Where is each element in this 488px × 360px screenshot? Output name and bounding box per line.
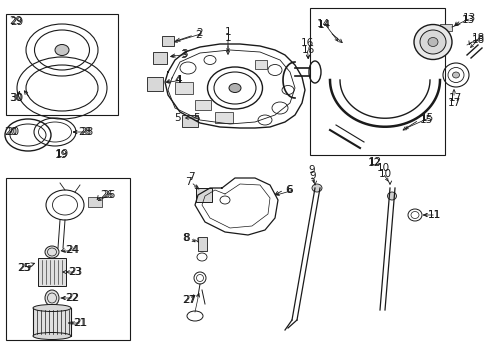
Bar	[6, 14, 118, 115]
Text: 3: 3	[180, 50, 186, 60]
Text: 8: 8	[182, 233, 188, 243]
Text: 14: 14	[316, 19, 329, 29]
Bar	[309, 8, 444, 155]
Text: 17: 17	[447, 93, 461, 103]
Ellipse shape	[419, 30, 445, 54]
Bar	[182, 115, 198, 127]
Text: 6: 6	[285, 185, 291, 195]
Bar	[215, 112, 232, 123]
Text: 8: 8	[183, 233, 189, 243]
Text: 19: 19	[55, 150, 68, 160]
Bar	[6, 178, 130, 340]
Text: 9: 9	[308, 165, 315, 175]
Text: 14: 14	[317, 20, 330, 30]
Text: 24: 24	[66, 245, 79, 255]
Text: 27: 27	[183, 295, 196, 305]
Bar	[198, 237, 206, 251]
Bar	[175, 82, 193, 94]
Text: 7: 7	[184, 177, 191, 187]
Ellipse shape	[55, 45, 69, 55]
Text: 4: 4	[174, 75, 180, 85]
Bar	[439, 24, 451, 31]
Ellipse shape	[386, 192, 396, 200]
Text: 26: 26	[102, 190, 115, 200]
Text: 29: 29	[9, 16, 22, 26]
Text: 1: 1	[224, 27, 231, 37]
Bar	[147, 77, 163, 91]
Text: 13: 13	[462, 13, 475, 23]
Text: 23: 23	[69, 267, 82, 277]
Text: 29: 29	[10, 17, 23, 27]
Bar	[153, 52, 167, 64]
Ellipse shape	[413, 24, 451, 59]
Text: 12: 12	[366, 158, 380, 168]
Ellipse shape	[311, 184, 321, 192]
Text: 28: 28	[80, 127, 93, 137]
Text: 26: 26	[100, 190, 113, 200]
Text: 13: 13	[461, 15, 474, 25]
Ellipse shape	[451, 72, 459, 78]
Text: 10: 10	[378, 169, 391, 179]
Text: 21: 21	[73, 318, 86, 328]
Text: 18: 18	[471, 33, 484, 43]
Bar	[254, 60, 266, 69]
Text: 28: 28	[78, 127, 91, 137]
Text: 7: 7	[187, 172, 194, 182]
Text: 25: 25	[18, 263, 31, 273]
Text: 20: 20	[4, 127, 17, 137]
Text: 1: 1	[224, 33, 231, 43]
Text: 22: 22	[65, 293, 78, 303]
Bar	[33, 308, 71, 336]
Text: 18: 18	[471, 35, 484, 45]
Bar	[88, 197, 102, 207]
Bar	[196, 188, 212, 202]
Text: 10: 10	[376, 163, 389, 173]
Text: 15: 15	[420, 113, 433, 123]
Ellipse shape	[45, 246, 59, 258]
Text: 11: 11	[427, 210, 440, 220]
Text: 23: 23	[68, 267, 81, 277]
Text: 5: 5	[193, 113, 199, 123]
Text: 2: 2	[196, 28, 202, 38]
Text: 17: 17	[447, 98, 460, 108]
Text: 2: 2	[195, 30, 201, 40]
Text: 4: 4	[175, 75, 181, 85]
Bar	[38, 258, 66, 286]
Ellipse shape	[427, 37, 437, 46]
Text: 11: 11	[427, 210, 440, 220]
Text: 24: 24	[65, 245, 78, 255]
Text: 6: 6	[285, 185, 292, 195]
Ellipse shape	[33, 305, 71, 311]
Text: 19: 19	[56, 149, 69, 159]
Text: 9: 9	[309, 171, 316, 181]
Ellipse shape	[45, 290, 59, 306]
Text: 30: 30	[9, 93, 22, 103]
Text: 25: 25	[17, 263, 30, 273]
Ellipse shape	[33, 333, 71, 339]
Bar	[195, 100, 210, 110]
Text: 20: 20	[6, 127, 19, 137]
Text: 16: 16	[300, 38, 313, 48]
Text: 30: 30	[10, 93, 23, 103]
Text: 22: 22	[66, 293, 79, 303]
Ellipse shape	[228, 84, 241, 93]
Text: 15: 15	[419, 115, 432, 125]
Text: 21: 21	[74, 318, 87, 328]
Text: 12: 12	[367, 157, 381, 167]
Text: 5: 5	[174, 113, 180, 123]
Text: 27: 27	[182, 295, 195, 305]
Text: 3: 3	[181, 49, 187, 59]
Bar	[162, 36, 174, 46]
Text: 16: 16	[301, 45, 314, 55]
